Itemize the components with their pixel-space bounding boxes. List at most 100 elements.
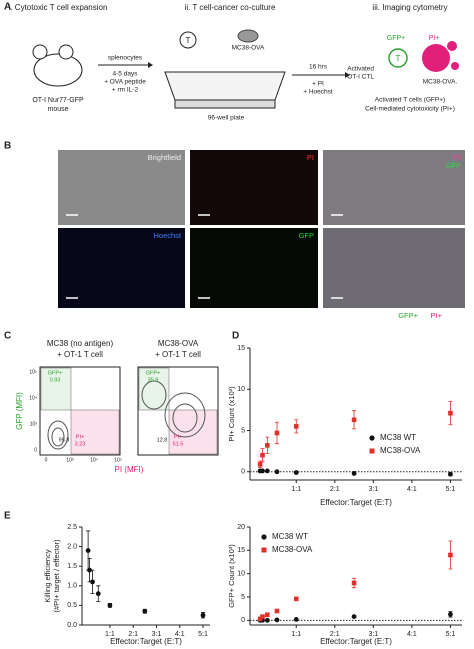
y-tick-label: 1.0	[67, 583, 77, 590]
point	[257, 616, 263, 622]
legend-marker	[261, 534, 267, 540]
plot-title: MC38 (no antigen)	[47, 339, 114, 348]
contour	[141, 380, 167, 410]
point	[90, 579, 95, 585]
point	[142, 608, 148, 614]
pi-gate	[168, 409, 218, 455]
channel-label: PI	[454, 153, 461, 162]
y-tick-label: 15	[237, 547, 245, 554]
panel-label: B	[4, 141, 11, 152]
point	[85, 548, 91, 553]
point	[265, 612, 270, 618]
gate-pct: 35.9	[148, 377, 159, 383]
cell-letter: T	[396, 54, 401, 63]
point	[264, 617, 270, 623]
panel-a-art	[32, 29, 459, 109]
cell-label: MC38-OVA	[232, 45, 265, 52]
target-cell-icon	[422, 44, 450, 72]
micrograph	[58, 150, 185, 225]
y-tick-label: 15	[237, 345, 245, 352]
gate-pct: 95.8	[59, 437, 70, 443]
pi-gate	[70, 409, 120, 455]
point	[274, 469, 280, 475]
gate-pct: 0.93	[50, 377, 61, 383]
panel-b-images	[58, 150, 465, 308]
x-tick-label: 1:1	[291, 631, 301, 638]
panel-label: E	[4, 511, 11, 522]
tick-label: 0	[45, 457, 48, 463]
point	[448, 552, 453, 558]
legend-label: MC38-OVA	[380, 446, 421, 455]
y-axis-label: Killing efficiency	[43, 549, 52, 602]
y-axis-label: GFP+ Count (x10³)	[227, 544, 236, 608]
y-tick-label: 10	[237, 571, 245, 578]
point	[95, 591, 101, 597]
channel-label: PI	[307, 153, 314, 162]
contour	[51, 427, 65, 447]
tick-label: 10⁴	[29, 395, 37, 401]
micrograph	[323, 150, 465, 225]
point	[264, 468, 270, 474]
point	[274, 617, 280, 623]
legend-label: MC38-OVA	[272, 545, 313, 554]
target-bleb	[447, 41, 457, 51]
x-tick-label: 1:1	[105, 631, 115, 638]
arrow-head	[148, 62, 153, 68]
tick-label: 10⁴	[90, 457, 98, 463]
panel-label: C	[4, 331, 11, 342]
plate-label: 96-well plate	[208, 115, 245, 122]
contour	[47, 420, 69, 450]
step-title: i. Cytotoxic T cell expansion	[9, 3, 108, 12]
step-title: ii. T cell-cancer co-culture	[185, 3, 276, 12]
well-plate-side	[174, 99, 276, 109]
cell-letter: T	[186, 36, 191, 45]
panel-label: D	[232, 331, 239, 342]
point	[293, 424, 299, 429]
arrow-note: + PI	[312, 81, 324, 88]
legend-marker	[369, 435, 375, 441]
point	[257, 462, 263, 467]
x-axis-label: Effector:Target (E:T)	[320, 498, 392, 507]
point	[107, 603, 113, 608]
target-bleb	[451, 62, 459, 70]
arrow-note: 4-5 days	[113, 71, 139, 78]
gate-label: GFP+	[48, 370, 63, 376]
ctl-label: OT-I CTL	[347, 74, 374, 81]
x-tick-label: 4:1	[175, 631, 185, 638]
ctl-icon	[388, 48, 408, 68]
contour	[172, 403, 198, 433]
arrow-note: + rm IL-2	[112, 87, 139, 94]
gate-label: GFP+	[146, 370, 161, 376]
arrow-note: + OVA peptide	[104, 79, 146, 86]
plot-title: + OT-1 T cell	[57, 350, 103, 359]
readout: Cell-mediated cytotoxicity (PI+)	[365, 106, 455, 113]
micrograph	[190, 150, 318, 225]
legend-marker	[261, 547, 267, 553]
y-tick-label: 10	[237, 386, 245, 393]
point	[351, 580, 357, 586]
y-tick-label: 0	[241, 617, 245, 624]
arrow-head	[345, 72, 350, 78]
point	[260, 452, 265, 458]
mouse-label: mouse	[47, 106, 68, 113]
point	[87, 567, 92, 573]
x-tick-label: 2:1	[330, 631, 340, 638]
micrograph	[190, 228, 318, 308]
axis-label: PI (MFI)	[115, 465, 144, 474]
channel-label: Brightfield	[148, 153, 181, 162]
y-tick-label: 5	[241, 594, 245, 601]
mouse-ear	[32, 44, 48, 60]
point	[260, 614, 265, 619]
gate-label: PI+	[174, 434, 182, 440]
tick-label: 10³	[66, 457, 74, 463]
x-tick-label: 4:1	[407, 486, 417, 493]
channel-label: GFP	[299, 231, 314, 240]
legend-label: PI+	[431, 311, 443, 320]
legend-label: MC38 WT	[380, 433, 416, 442]
axis-label: GFP (MFI)	[15, 392, 24, 430]
tick-label: 10⁵	[29, 369, 37, 375]
well-plate	[164, 71, 286, 101]
readout: Activated T cells (GFP+)	[375, 97, 445, 104]
y-tick-label: 5	[241, 427, 245, 434]
y-tick-label: 20	[237, 524, 245, 531]
